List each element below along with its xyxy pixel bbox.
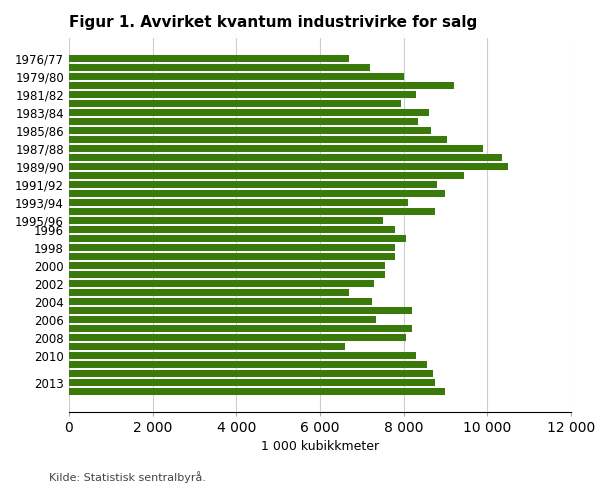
Text: Figur 1. Avvirket kvantum industrivirke for salg: Figur 1. Avvirket kvantum industrivirke …: [69, 15, 477, 30]
Bar: [69, 316, 376, 323]
Bar: [69, 145, 483, 152]
Bar: [69, 262, 385, 269]
Bar: [69, 325, 412, 332]
Bar: [69, 352, 416, 359]
Bar: [69, 73, 404, 80]
Bar: [69, 199, 407, 206]
Bar: [69, 100, 401, 107]
Bar: [69, 298, 372, 305]
Bar: [69, 289, 349, 296]
Bar: [69, 190, 445, 197]
Bar: [69, 208, 435, 215]
Bar: [69, 136, 448, 143]
Bar: [69, 82, 454, 89]
Bar: [69, 334, 406, 341]
Bar: [69, 244, 395, 251]
Bar: [69, 109, 429, 116]
Bar: [69, 154, 502, 161]
Bar: [69, 91, 416, 98]
Bar: [69, 379, 435, 386]
Bar: [69, 118, 418, 125]
Bar: [69, 370, 433, 377]
Bar: [69, 64, 370, 71]
Bar: [69, 181, 437, 188]
Bar: [69, 271, 385, 278]
Bar: [69, 253, 395, 260]
Bar: [69, 235, 406, 242]
Bar: [69, 217, 382, 224]
Bar: [69, 361, 426, 368]
X-axis label: 1 000 kubikkmeter: 1 000 kubikkmeter: [261, 441, 379, 453]
Bar: [69, 127, 431, 134]
Bar: [69, 280, 375, 287]
Bar: [69, 307, 412, 314]
Bar: [69, 388, 445, 395]
Bar: [69, 343, 345, 350]
Bar: [69, 172, 464, 179]
Bar: [69, 55, 349, 62]
Bar: [69, 163, 508, 170]
Text: Kilde: Statistisk sentralbyrå.: Kilde: Statistisk sentralbyrå.: [49, 471, 206, 483]
Bar: [69, 226, 395, 233]
